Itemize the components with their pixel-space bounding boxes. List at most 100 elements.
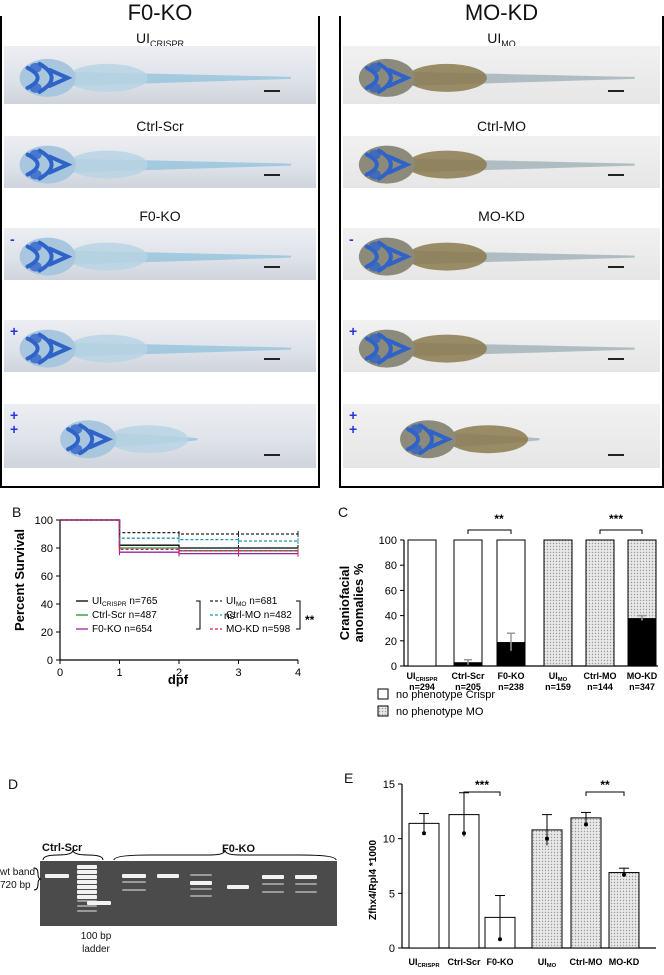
gel-band <box>295 883 317 885</box>
larva-yolk <box>448 425 529 454</box>
survival-y-tick-label: 60 <box>41 571 53 583</box>
gel-band <box>227 885 249 889</box>
gel-band <box>122 889 146 891</box>
allele-marker: + <box>349 323 358 339</box>
label-main: UI <box>406 671 415 681</box>
label-sub: MO <box>236 601 246 608</box>
label-rest: n=482 <box>261 610 292 621</box>
condition-label: Ctrl-MO <box>339 118 664 134</box>
larva-image <box>19 237 292 276</box>
craniofacial-n-label: n=238 <box>498 682 524 692</box>
craniofacial-bar-phenotype <box>628 618 656 666</box>
craniofacial-bracket-left <box>467 529 512 534</box>
craniofacial-y-tick-label: 80 <box>385 560 397 572</box>
expression-data-point <box>462 831 466 836</box>
gel-brackets <box>42 849 337 861</box>
larva-image <box>19 145 292 184</box>
label-main: MO-KD <box>226 624 259 635</box>
scale-bar <box>264 358 280 360</box>
larva-yolk <box>406 63 487 92</box>
survival-x-tick-label: 3 <box>235 667 241 679</box>
scale-bar <box>608 174 624 176</box>
expression-sig-left: *** <box>475 778 489 792</box>
label-main: Ctrl-MO <box>584 671 617 681</box>
allele-marker: + <box>10 323 19 339</box>
craniofacial-y-label: Craniofacialanomalies % <box>337 563 366 642</box>
condition-label-main: Ctrl-MO <box>477 118 526 134</box>
craniofacial-bar-no-phenotype <box>453 539 483 667</box>
survival-x-tick-label: 2 <box>176 667 182 679</box>
expression-category-label: Ctrl-Scr <box>447 957 481 967</box>
craniofacial-category-label: F0-KO <box>498 671 525 681</box>
gel-band <box>122 874 146 878</box>
scale-bar <box>608 454 624 456</box>
expression-bar <box>531 829 563 949</box>
larva-image <box>60 420 198 459</box>
gel-band <box>157 874 179 878</box>
expression-bracket-right <box>585 791 625 796</box>
larva-panel: + <box>4 320 316 372</box>
gel-ko-label: F0-KO <box>222 843 255 855</box>
survival-legend-label: Ctrl-Scr n=487 <box>92 610 157 621</box>
ladder-text-2: ladder <box>82 944 110 955</box>
gel-band <box>45 874 69 878</box>
survival-legend-label: MO-KD n=598 <box>226 624 291 635</box>
label-main: Ctrl-Scr <box>451 671 485 681</box>
label-main: MO-KD <box>627 671 658 681</box>
craniofacial-sig-left: ** <box>494 512 504 526</box>
expression-data-point <box>498 937 502 942</box>
label-sub: MO <box>547 963 557 969</box>
expression-y-tick-label: 10 <box>383 834 395 846</box>
craniofacial-bar-no-phenotype <box>585 539 615 667</box>
expression-bar <box>570 817 602 949</box>
gel-image <box>40 861 337 926</box>
condition-label: UICRISPR <box>0 30 320 49</box>
ladder-text-1: 100 bp <box>80 931 112 942</box>
f0-ko-column: F0-KO <box>0 0 320 488</box>
craniofacial-y-tick-label: 40 <box>385 611 397 623</box>
craniofacial-category-label: MO-KD <box>627 671 658 681</box>
expression-y-tick-label: 0 <box>389 943 395 955</box>
larva-eye <box>70 444 83 455</box>
craniofacial-n-label: n=144 <box>587 682 613 692</box>
larva-image <box>358 237 635 276</box>
bp-720-text: 720 bp <box>0 880 31 891</box>
gel-band <box>77 880 97 884</box>
condition-label: F0-KO <box>0 208 320 224</box>
label-main: MO-KD <box>609 957 640 967</box>
craniofacial-legend-swatch <box>377 688 389 700</box>
expression-bar <box>408 822 440 949</box>
wt-band-text: wt band <box>0 867 36 878</box>
survival-legend-label: UICRISPR n=765 <box>92 596 158 608</box>
expression-bracket-left <box>463 791 501 796</box>
larva-panel: + + <box>4 404 316 468</box>
gel-band <box>262 883 284 885</box>
survival-x-label: dpf <box>168 672 189 687</box>
larva-panel <box>4 136 316 188</box>
larva-image <box>358 329 635 368</box>
larva-yolk <box>67 63 148 92</box>
larva-panel: + <box>343 320 660 372</box>
survival-x-tick-label: 4 <box>295 667 301 679</box>
label-main: UI <box>538 957 547 967</box>
expression-y-tick-label: 5 <box>389 888 395 900</box>
expression-category-label: Ctrl-MO <box>570 957 603 967</box>
gel-band <box>190 895 212 897</box>
larva-eye <box>410 444 423 455</box>
craniofacial-sig-right: *** <box>609 512 623 526</box>
larva-yolk <box>406 242 487 271</box>
gel-band <box>122 881 146 883</box>
larva-eye <box>29 241 42 252</box>
larva-eye <box>29 82 42 93</box>
survival-legend-label: Ctrl-MO n=482 <box>226 610 292 621</box>
expression-data-point <box>545 836 549 841</box>
larva-yolk <box>406 150 487 179</box>
craniofacial-legend-label: no phenotype MO <box>396 706 484 718</box>
survival-y-tick-label: 0 <box>47 655 53 667</box>
larva-image <box>19 58 292 97</box>
label-main: UI <box>226 596 236 607</box>
survival-y-label: Percent Survival <box>12 529 27 631</box>
condition-label-sub: MO <box>501 38 516 49</box>
f0-ko-column-title: F0-KO <box>2 0 318 26</box>
